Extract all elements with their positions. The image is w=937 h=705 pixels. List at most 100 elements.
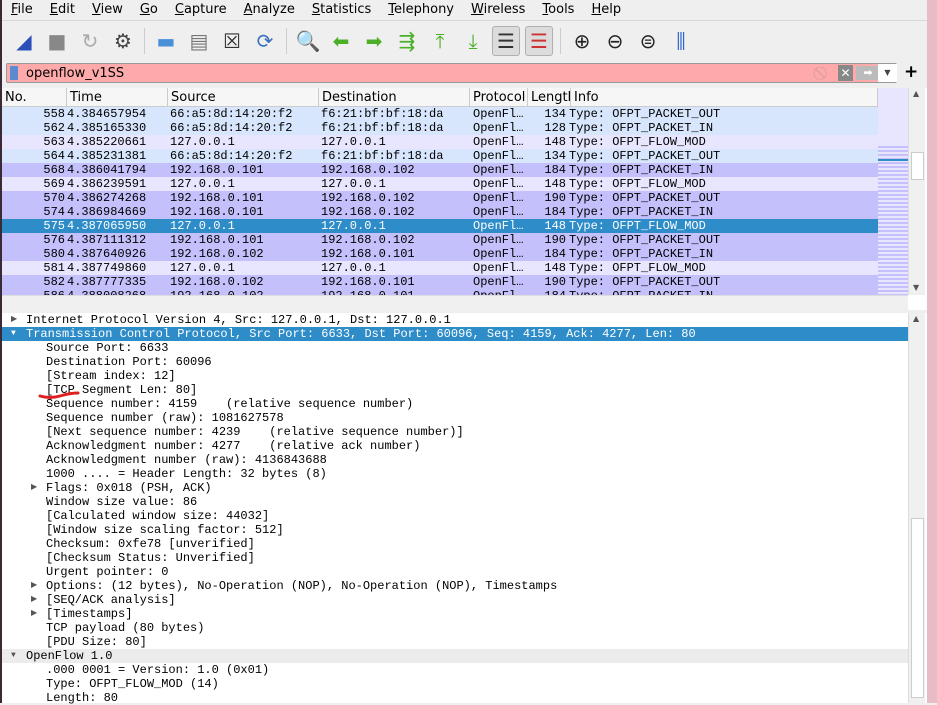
detail-tree-item[interactable]: ▶ Options: (12 bytes), No-Operation (NOP)… — [2, 579, 927, 593]
display-filter-input[interactable] — [26, 64, 816, 82]
go-back-icon: ⬅ — [332, 28, 350, 53]
packet-info: Type: OFPT_PACKET_IN — [569, 163, 714, 177]
start-capture-button[interactable]: ◢ — [10, 26, 38, 56]
packet-proto: OpenFl… — [473, 191, 524, 205]
packet-row[interactable]: 5864.388008268192.168.0.102192.168.0.101… — [2, 289, 878, 295]
column-header-protocol[interactable]: Protocol — [470, 88, 528, 106]
go-last-button[interactable]: ⤓ — [459, 26, 487, 56]
go-first-icon: ⤒ — [435, 28, 445, 53]
collapse-arrow-icon[interactable]: ▶ — [31, 483, 38, 492]
save-file-button[interactable]: ▤ — [185, 26, 213, 56]
close-file-button[interactable]: ☒ — [218, 26, 246, 56]
display-filter-bar: ⃠ ✕ ➡ ▼ — [6, 63, 897, 83]
menu-edit[interactable]: Edit — [49, 2, 75, 17]
detail-tree-item[interactable]: ▶ Internet Protocol Version 4, Src: 127.0… — [2, 313, 927, 327]
details-vscrollbar[interactable]: ▲ — [908, 313, 925, 703]
collapse-arrow-icon[interactable]: ▶ — [11, 315, 18, 324]
packet-list-hscrollbar[interactable] — [2, 295, 908, 310]
add-filter-button[interactable]: + — [904, 62, 919, 82]
packet-len: 148 — [544, 177, 566, 191]
detail-text: Window size value: 86 — [46, 495, 198, 509]
apply-filter-button[interactable]: ➡ — [856, 66, 880, 80]
menu-wireless[interactable]: Wireless — [471, 2, 526, 17]
column-header-info[interactable]: Info — [571, 88, 878, 106]
packet-row[interactable]: 562 4.385165330 66:a5:8d:14:20:f2 f6:21:bf:… — [2, 121, 878, 135]
find-packet-icon: 🔍 — [295, 28, 321, 53]
packet-row[interactable]: 575 4.387065950 127.0.0.1 127.0.0.1 OpenFl… 1… — [2, 219, 878, 233]
clear-filter-button[interactable]: ✕ — [838, 65, 853, 81]
menu-go[interactable]: Go — [139, 2, 158, 17]
zoom-in-button[interactable]: ⊕ — [568, 26, 596, 56]
detail-tree-item[interactable]: ▼ Transmission Control Protocol, Src Port… — [2, 327, 908, 341]
stop-capture-button[interactable]: ■ — [43, 26, 71, 56]
go-first-button[interactable]: ⤒ — [426, 26, 454, 56]
detail-tree-item[interactable]: ▶ [Timestamps] — [2, 607, 927, 621]
menu-view[interactable]: View — [91, 2, 123, 17]
reload-file-button[interactable]: ⟳ — [251, 26, 279, 56]
packet-row[interactable]: 568 4.386041794 192.168.0.101 192.168.0.102… — [2, 163, 878, 177]
auto-scroll-button[interactable]: ☰ — [492, 25, 520, 56]
colorize-button[interactable]: ☰ — [525, 25, 553, 56]
column-header-length[interactable]: Length — [528, 88, 571, 106]
save-file-icon: ▤ — [189, 28, 209, 53]
menu-statistics[interactable]: Statistics — [311, 2, 372, 17]
packet-row[interactable]: 574 4.386984669 192.168.0.101 192.168.0.102… — [2, 205, 878, 219]
packet-row[interactable]: 558 4.384657954 66:a5:8d:14:20:f2 f6:21:bf:… — [2, 107, 878, 121]
packet-row[interactable]: 569 4.386239591 127.0.0.1 127.0.0.1 OpenFl… 1… — [2, 177, 878, 191]
detail-tree-item[interactable]: ▼ OpenFlow 1.0 — [2, 649, 908, 663]
packet-row[interactable]: 563 4.385220661 127.0.0.1 127.0.0.1 OpenFl… 1… — [2, 135, 878, 149]
detail-tree-item: Acknowledgment number: 4277 (relative ac… — [2, 439, 927, 453]
packet-row[interactable]: 570 4.386274268 192.168.0.101 192.168.0.102… — [2, 191, 878, 205]
packet-dst: 127.0.0.1 — [321, 219, 386, 233]
collapse-arrow-icon[interactable]: ▶ — [31, 595, 38, 604]
menu-capture[interactable]: Capture — [174, 2, 227, 17]
go-to-packet-icon: ⇶ — [398, 28, 416, 53]
expand-arrow-icon[interactable]: ▼ — [11, 329, 16, 338]
column-header-time[interactable]: Time — [67, 88, 168, 106]
packet-no: 581 — [43, 261, 65, 275]
column-header-source[interactable]: Source — [168, 88, 319, 106]
menu-telephony[interactable]: Telephony — [388, 2, 455, 17]
detail-text: [SEQ/ACK analysis] — [46, 593, 176, 607]
packet-list-vscrollbar[interactable]: ▲ ▼ — [908, 88, 925, 295]
reload-file-icon: ⟳ — [256, 28, 274, 53]
bookmark-icon[interactable] — [10, 66, 18, 80]
go-back-button[interactable]: ⬅ — [327, 26, 355, 56]
expand-arrow-icon[interactable]: ▼ — [11, 651, 16, 660]
packet-dst: f6:21:bf:bf:18:da — [321, 149, 444, 163]
packet-row[interactable]: 580 4.387640926 192.168.0.102 192.168.0.101… — [2, 247, 878, 261]
menu-help[interactable]: Help — [591, 2, 622, 17]
packet-row[interactable]: 576 4.387111312 192.168.0.101 192.168.0.102… — [2, 233, 878, 247]
go-forward-button[interactable]: ➡ — [360, 26, 388, 56]
restart-capture-button[interactable]: ↻ — [76, 26, 104, 56]
detail-text: Source Port: 6633 — [46, 341, 169, 355]
menu-tools[interactable]: Tools — [542, 2, 575, 17]
detail-tree-item[interactable]: ▶ [SEQ/ACK analysis] — [2, 593, 927, 607]
detail-tree-item: Checksum: 0xfe78 [unverified] — [2, 537, 927, 551]
zoom-normal-button[interactable]: ⊜ — [634, 26, 662, 56]
menu-file[interactable]: File — [11, 2, 33, 17]
menu-analyze[interactable]: Analyze — [243, 2, 295, 17]
packet-row[interactable]: 564 4.385231381 66:a5:8d:14:20:f2 f6:21:bf:… — [2, 149, 878, 163]
detail-text: TCP payload (80 bytes) — [46, 621, 205, 635]
collapse-arrow-icon[interactable]: ▶ — [31, 609, 38, 618]
find-packet-button[interactable]: 🔍 — [294, 26, 322, 56]
toolbar-separator — [144, 27, 145, 54]
resize-columns-button[interactable]: ⫼ — [667, 26, 695, 56]
packet-info: Type: OFPT_PACKET_IN — [569, 247, 714, 261]
packet-info: Type: OFPT_PACKET_IN — [569, 289, 878, 295]
go-to-packet-button[interactable]: ⇶ — [393, 26, 421, 56]
packet-len: 184 — [544, 205, 566, 219]
packet-row[interactable]: 581 4.387749860 127.0.0.1 127.0.0.1 OpenFl… 1… — [2, 261, 878, 275]
detail-tree-item[interactable]: ▶ Flags: 0x018 (PSH, ACK) — [2, 481, 927, 495]
collapse-arrow-icon[interactable]: ▶ — [31, 581, 38, 590]
packet-proto: OpenFl… — [473, 247, 524, 261]
column-header-no[interactable]: No. — [2, 88, 67, 106]
capture-options-button[interactable]: ⚙ — [109, 26, 137, 56]
packet-row[interactable]: 582 4.387777335 192.168.0.102 192.168.0.101… — [2, 275, 878, 289]
open-file-button[interactable]: ▬ — [152, 26, 180, 56]
zoom-out-button[interactable]: ⊖ — [601, 26, 629, 56]
column-header-destination[interactable]: Destination — [319, 88, 470, 106]
filter-history-dropdown[interactable]: ▼ — [878, 64, 897, 82]
packet-minimap[interactable] — [878, 88, 908, 295]
